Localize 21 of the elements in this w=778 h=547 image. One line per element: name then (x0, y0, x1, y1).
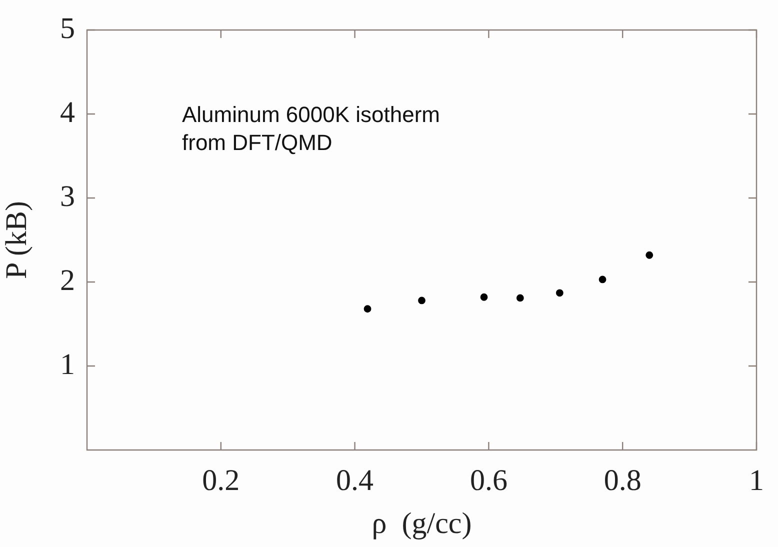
point (646, 251, 654, 259)
point (556, 289, 564, 297)
point (364, 305, 372, 313)
y-tick-label: 1 (60, 348, 75, 381)
y-tick-label: 2 (60, 264, 75, 297)
x-tick-label: 1 (749, 464, 764, 497)
annotation: Aluminum 6000K isotherm (182, 102, 440, 128)
y-axis-title: P (kB) (0, 200, 33, 280)
y-tick-label: 3 (60, 180, 75, 213)
x-tick-label: 0.6 (470, 464, 508, 497)
x-axis-title: ρ (g/cc) (372, 506, 472, 540)
point (516, 294, 524, 302)
x-tick-label: 0.2 (202, 464, 240, 497)
y-tick-label: 5 (60, 12, 75, 45)
point (418, 296, 426, 304)
x-tick-label: 0.4 (336, 464, 374, 497)
annotation: from DFT/QMD (182, 130, 332, 156)
point (598, 276, 606, 284)
x-tick-label: 0.8 (604, 464, 642, 497)
point (480, 293, 488, 301)
y-tick-label: 4 (60, 96, 75, 129)
